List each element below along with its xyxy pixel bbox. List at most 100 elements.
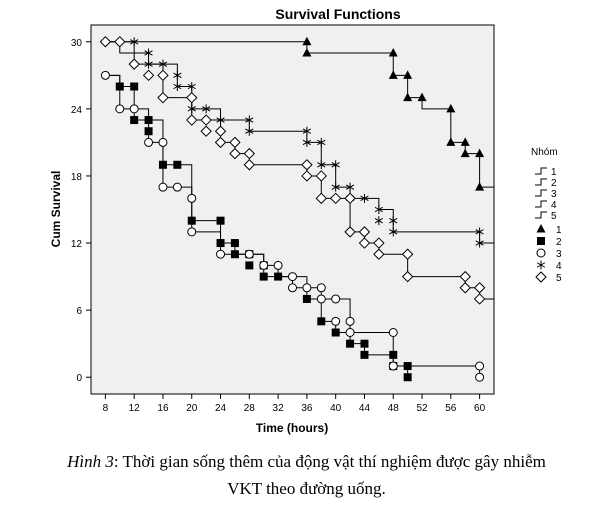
marker-5 — [142, 69, 155, 82]
marker-3 — [244, 249, 254, 259]
marker-4 — [245, 115, 254, 125]
marker-4 — [144, 48, 153, 58]
marker-1 — [446, 137, 456, 146]
x-tick-label: 52 — [416, 403, 428, 414]
x-tick-label: 24 — [215, 403, 227, 414]
marker-2 — [403, 362, 412, 371]
legend-marker-label-1: 1 — [556, 225, 562, 236]
marker-3 — [345, 328, 355, 337]
marker-5 — [358, 226, 371, 238]
marker-2 — [230, 250, 239, 259]
x-tick-label: 44 — [359, 403, 371, 414]
legend-line-label-3: 3 — [551, 189, 557, 200]
marker-4 — [331, 182, 340, 192]
survival-line-1 — [105, 41, 494, 188]
x-tick-label: 16 — [157, 403, 169, 414]
legend-marker-3 — [536, 248, 546, 258]
marker-5 — [459, 270, 471, 283]
marker-5 — [344, 226, 356, 238]
legend-marker-4 — [536, 260, 546, 270]
caption-text: : Thời gian sống thêm của động vật thí n… — [113, 452, 546, 471]
marker-4 — [317, 137, 326, 147]
marker-3 — [475, 361, 485, 371]
marker-2 — [360, 350, 369, 359]
marker-2 — [302, 294, 311, 303]
marker-4 — [187, 82, 196, 91]
marker-3 — [172, 182, 182, 192]
y-tick-label: 24 — [71, 105, 83, 116]
x-tick-label: 36 — [301, 403, 313, 414]
legend-line-5 — [535, 211, 547, 219]
marker-5 — [473, 282, 486, 294]
survival-chart: Survival Functions Time (hours) Cum Surv… — [49, 6, 562, 435]
x-tick-label: 40 — [330, 403, 342, 414]
x-tick-label: 60 — [474, 403, 486, 414]
legend-marker-5 — [535, 271, 547, 283]
marker-3 — [388, 328, 398, 337]
marker-2 — [187, 216, 196, 225]
marker-4 — [331, 160, 340, 170]
marker-4 — [475, 227, 484, 237]
x-tick-label: 8 — [103, 403, 109, 414]
marker-4 — [302, 126, 312, 136]
marker-4 — [389, 227, 398, 237]
marker-5 — [401, 248, 414, 260]
marker-2 — [130, 82, 139, 91]
marker-1 — [403, 92, 413, 102]
legend-line-2 — [535, 178, 547, 186]
marker-5 — [128, 58, 140, 70]
marker-5 — [301, 159, 313, 171]
marker-5 — [214, 125, 227, 137]
x-tick-label: 56 — [445, 403, 457, 414]
chart-title: Survival Functions — [275, 6, 400, 22]
marker-4 — [245, 126, 254, 136]
marker-5 — [315, 170, 327, 182]
marker-3 — [288, 283, 297, 293]
marker-5 — [373, 237, 385, 249]
marker-3 — [345, 316, 355, 326]
marker-5 — [200, 125, 212, 137]
figure-label: Hình 3 — [67, 452, 114, 471]
marker-3 — [144, 137, 154, 147]
x-axis-label: Time (hours) — [256, 421, 328, 435]
marker-1 — [417, 92, 427, 102]
marker-1 — [475, 148, 485, 158]
marker-1 — [460, 137, 470, 146]
marker-5 — [401, 270, 414, 283]
marker-4 — [187, 104, 196, 114]
marker-3 — [288, 272, 297, 282]
marker-3 — [273, 260, 283, 270]
marker-4 — [130, 37, 139, 47]
marker-5 — [229, 147, 241, 160]
marker-5 — [344, 192, 356, 205]
marker-4 — [173, 70, 182, 80]
legend-line-label-4: 4 — [551, 200, 557, 211]
marker-4 — [374, 216, 384, 226]
legend-line-1 — [535, 167, 547, 175]
marker-1 — [446, 103, 456, 113]
marker-2 — [230, 239, 239, 248]
marker-2 — [346, 339, 355, 348]
marker-3 — [158, 182, 168, 192]
marker-1 — [388, 47, 398, 57]
survival-markers — [99, 36, 486, 382]
marker-2 — [144, 116, 153, 125]
x-tick-label: 28 — [244, 403, 256, 414]
y-tick-label: 0 — [76, 373, 82, 384]
marker-2 — [403, 373, 412, 382]
marker-4 — [216, 115, 225, 125]
x-tick-label: 20 — [186, 403, 198, 414]
marker-2 — [389, 350, 398, 359]
marker-3 — [216, 249, 226, 259]
marker-3 — [187, 193, 197, 203]
marker-1 — [460, 148, 470, 158]
legend-marker-label-4: 4 — [556, 261, 562, 272]
marker-4 — [144, 59, 153, 69]
marker-5 — [99, 36, 112, 48]
legend-line-label-1: 1 — [551, 167, 557, 178]
marker-1 — [302, 47, 312, 57]
marker-1 — [403, 70, 413, 79]
marker-4 — [317, 160, 326, 170]
y-axis-label: Cum Survival — [49, 171, 63, 248]
